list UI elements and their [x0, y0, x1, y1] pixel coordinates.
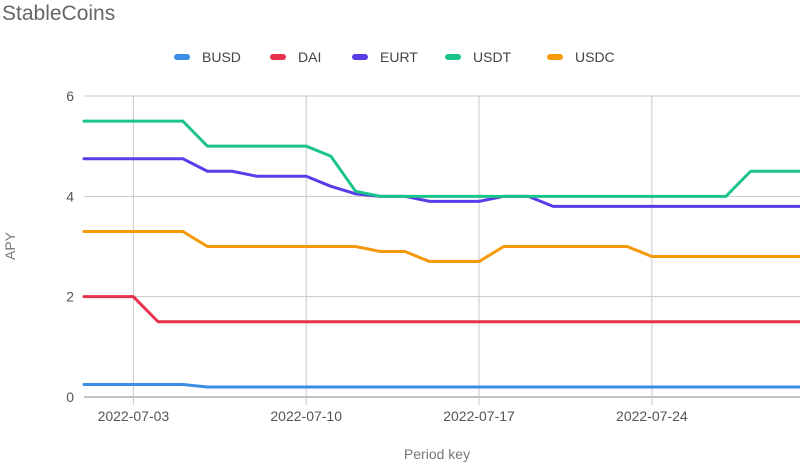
legend-swatch-eurt — [352, 54, 368, 60]
x-tick-label: 2022-07-10 — [270, 408, 342, 424]
series-line-dai — [82, 295, 800, 324]
y-tick-label: 4 — [66, 188, 74, 204]
x-tick-label: 2022-07-24 — [616, 408, 688, 424]
series-line-usdc — [82, 229, 800, 264]
legend-swatch-usdc — [547, 54, 563, 60]
x-tick-label: 2022-07-17 — [443, 408, 515, 424]
legend-label-eurt: EURT — [380, 49, 418, 65]
legend: BUSD DAI EURT USDT USDC — [174, 49, 615, 65]
legend-label-usdc: USDC — [575, 49, 615, 65]
x-tick-labels: 2022-07-03 2022-07-10 2022-07-17 2022-07-24 — [98, 408, 688, 424]
x-tick-label: 2022-07-03 — [98, 408, 170, 424]
legend-label-dai: DAI — [298, 49, 321, 65]
y-axis-label: APY — [2, 231, 18, 260]
x-axis-label: Period key — [404, 446, 470, 462]
series-layer — [82, 119, 800, 389]
chart-title: StableCoins — [2, 2, 116, 25]
grid-layer — [84, 95, 800, 405]
legend-swatch-usdt — [445, 54, 461, 60]
legend-label-busd: BUSD — [202, 49, 241, 65]
series-line-busd — [82, 382, 800, 389]
y-tick-label: 6 — [66, 88, 74, 104]
legend-swatch-busd — [174, 54, 190, 60]
legend-swatch-dai — [270, 54, 286, 60]
y-tick-label: 0 — [66, 389, 74, 405]
legend-label-usdt: USDT — [473, 49, 512, 65]
series-line-eurt — [82, 157, 800, 208]
y-tick-labels: 0 2 4 6 — [66, 88, 74, 405]
y-tick-label: 2 — [66, 289, 74, 305]
series-line-usdt — [82, 119, 800, 198]
